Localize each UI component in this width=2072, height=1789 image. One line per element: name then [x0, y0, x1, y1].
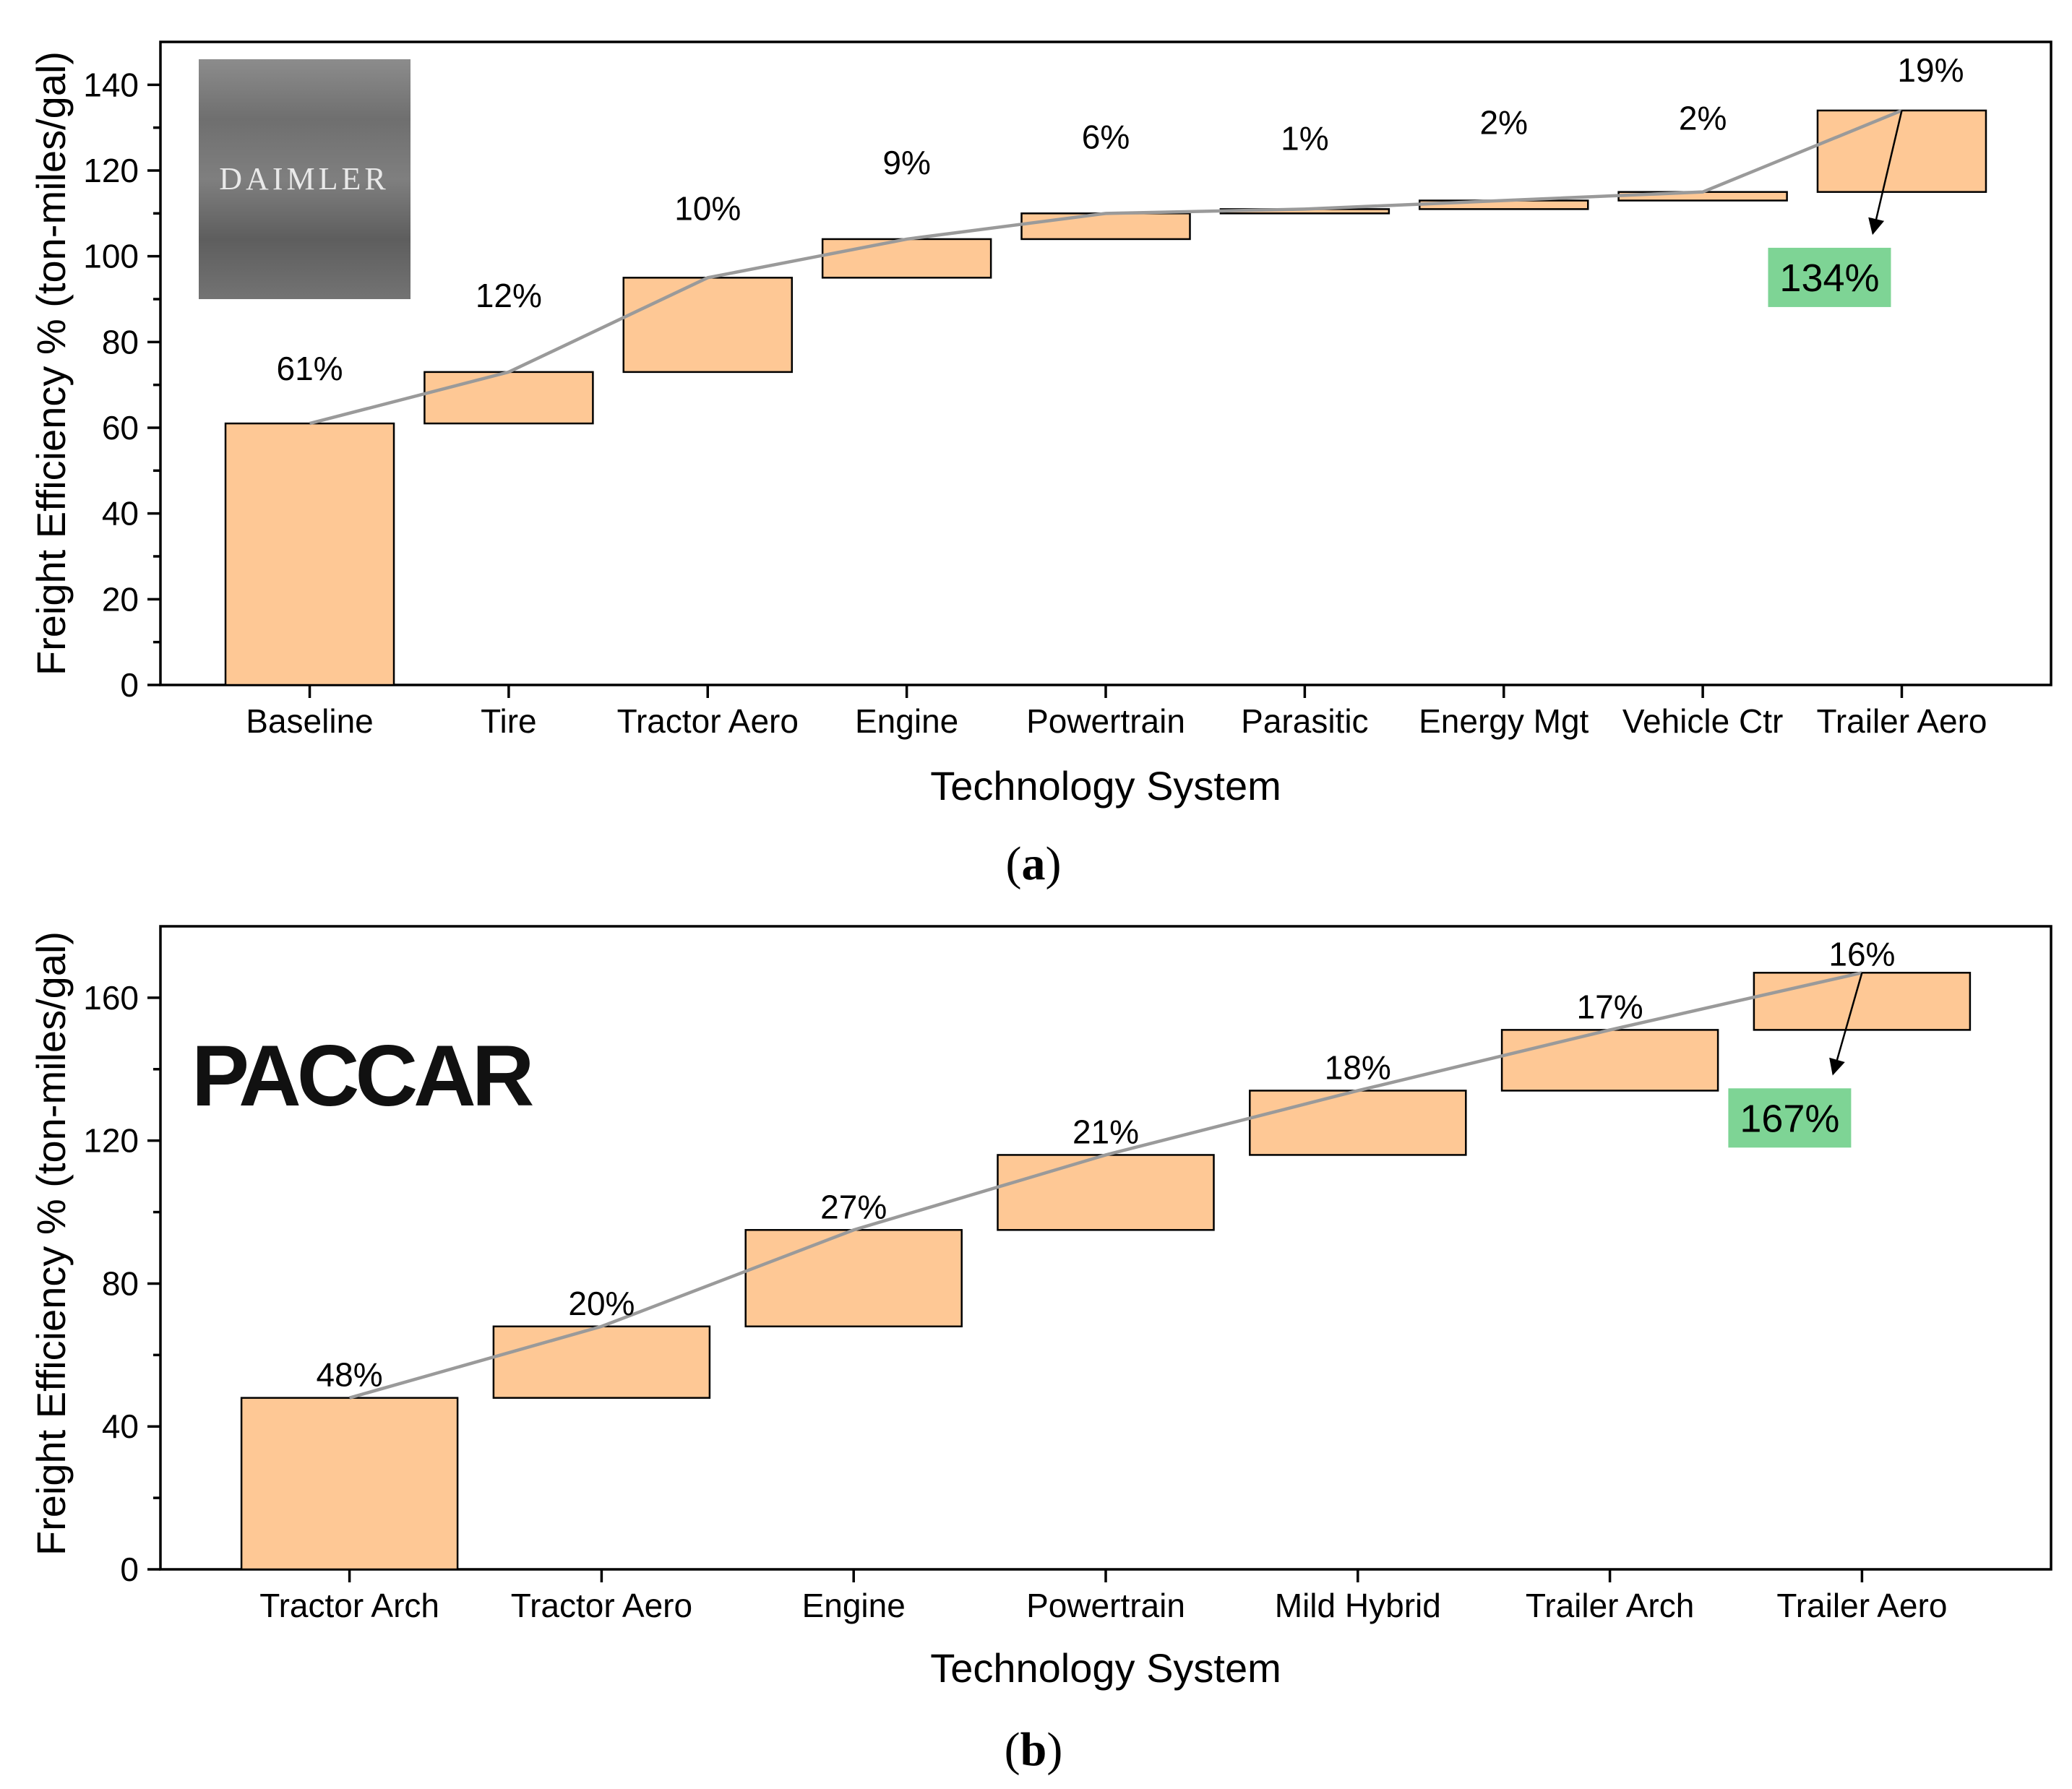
daimler-logo-text: DAIMLER — [219, 161, 389, 197]
waterfall-bar-b — [744, 1229, 963, 1328]
data-label-a: 12% — [476, 277, 542, 314]
x-tick-label-b: Trailer Aero — [1776, 1587, 1947, 1624]
data-label-b: 27% — [820, 1188, 887, 1225]
y-tick-label-b: 80 — [102, 1264, 139, 1302]
total-label-b: 167% — [1740, 1097, 1839, 1140]
x-tick-label-a: Tractor Aero — [617, 702, 799, 740]
y-tick-label-b: 40 — [102, 1408, 139, 1445]
data-label-b: 21% — [1072, 1113, 1139, 1150]
data-label-a: 10% — [674, 189, 741, 227]
data-label-a: 61% — [276, 350, 343, 387]
y-tick-label-a: 80 — [102, 323, 139, 361]
plot-area-b: 0 40 80 120 160 Tractor Arch Tractor Aero Engin… — [83, 925, 2052, 1624]
x-tick-label-b: Mild Hybrid — [1275, 1587, 1441, 1624]
waterfall-bar-b — [240, 1397, 459, 1571]
x-tick-label-a: Baseline — [246, 702, 373, 740]
waterfall-bar-a — [1020, 212, 1191, 241]
data-label-b: 17% — [1577, 988, 1643, 1025]
y-axis-title-a: Freight Efficiency % (ton-miles/gal) — [28, 51, 74, 676]
data-label-b: 18% — [1325, 1048, 1391, 1086]
y-tick-label-b: 0 — [120, 1551, 139, 1588]
waterfall-bar-b — [1500, 1029, 1719, 1092]
x-tick-label-a: Engine — [855, 702, 958, 740]
waterfall-bar-b — [492, 1325, 711, 1399]
paccar-logo: PACCAR — [192, 1027, 538, 1124]
y-tick-label-a: 120 — [83, 152, 139, 189]
waterfall-bar-a — [224, 422, 395, 686]
waterfall-bar-b — [1249, 1090, 1467, 1156]
data-label-b: 16% — [1828, 935, 1895, 973]
data-label-a: 1% — [1281, 119, 1328, 157]
total-label-a: 134% — [1779, 257, 1879, 300]
waterfall-bar-b — [1753, 972, 1972, 1031]
y-tick-label-a: 40 — [102, 495, 139, 533]
x-tick-label-b: Tractor Aero — [511, 1587, 692, 1624]
data-label-b: 20% — [568, 1285, 635, 1322]
paccar-logo-text: PACCAR — [192, 1027, 533, 1124]
x-axis-title-a: Technology System — [930, 763, 1281, 809]
panel-label-a: (a) — [1006, 837, 1062, 890]
waterfall-bar-a — [424, 371, 594, 425]
chart-panel-b: PACCAR 0 40 80 120 160 Tractor Arch Tractor Ae… — [28, 925, 2052, 1776]
data-label-a: 2% — [1479, 104, 1527, 142]
x-tick-label-a: Powertrain — [1026, 702, 1185, 740]
y-axis-title-b: Freight Efficiency % (ton-miles/gal) — [28, 931, 74, 1556]
x-tick-label-b: Engine — [802, 1587, 906, 1624]
x-tick-label-a: Trailer Aero — [1816, 702, 1987, 740]
total-arrow-a — [1868, 110, 1903, 236]
data-label-a: 6% — [1082, 118, 1130, 155]
data-label-a: 2% — [1679, 100, 1727, 137]
y-tick-label-a: 0 — [120, 666, 139, 704]
y-tick-label-b: 120 — [83, 1122, 139, 1160]
waterfall-bar-b — [997, 1154, 1215, 1231]
y-tick-label-a: 100 — [83, 238, 139, 275]
y-tick-label-a: 140 — [83, 66, 139, 103]
waterfall-bar-a — [622, 277, 794, 374]
x-tick-label-b: Trailer Arch — [1526, 1587, 1694, 1624]
chart-panel-a: DAIMLER 0 20 40 60 80 100 120 140 Baseline Tire Tr… — [28, 40, 2052, 890]
x-tick-label-b: Tractor Arch — [259, 1587, 439, 1624]
x-tick-label-b: Powertrain — [1026, 1587, 1185, 1624]
x-tick-label-a: Tire — [481, 702, 537, 740]
data-label-a: 19% — [1897, 51, 1964, 89]
data-label-b: 48% — [317, 1356, 383, 1394]
y-tick-label-a: 20 — [102, 580, 139, 618]
trend-line-a — [309, 108, 1903, 426]
y-tick-label-a: 60 — [102, 409, 139, 447]
trend-line-b — [348, 971, 1862, 1400]
daimler-logo: DAIMLER — [199, 59, 410, 299]
plot-area-a: 0 20 40 60 80 100 120 140 Baseline Tire Tractor Ae… — [83, 40, 2052, 740]
waterfall-bar-a — [821, 238, 992, 279]
data-label-a: 9% — [882, 144, 930, 181]
total-arrow-b — [1829, 972, 1863, 1076]
x-tick-label-a: Parasitic — [1241, 702, 1368, 740]
total-badge-b — [1728, 1088, 1852, 1148]
x-tick-label-a: Vehicle Ctr — [1622, 702, 1783, 740]
x-axis-title-b: Technology System — [930, 1645, 1281, 1691]
panel-label-b: (b) — [1005, 1723, 1063, 1776]
x-tick-label-a: Energy Mgt — [1419, 702, 1589, 740]
y-tick-label-b: 160 — [83, 979, 139, 1017]
waterfall-bar-a — [1816, 109, 1987, 193]
total-badge-a — [1768, 247, 1891, 307]
